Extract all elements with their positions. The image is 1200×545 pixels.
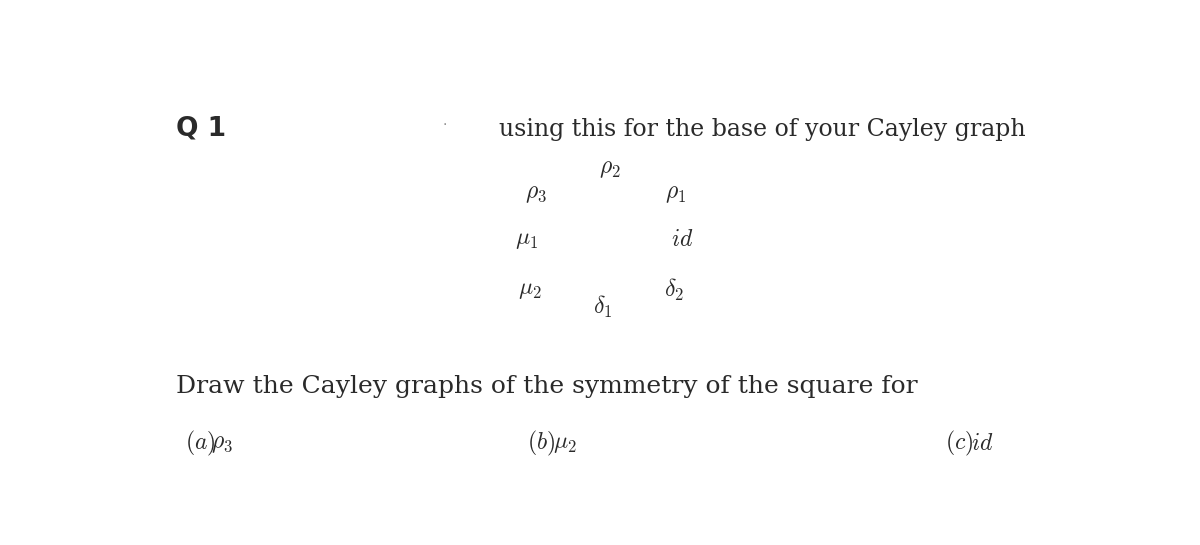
Text: ·: · bbox=[443, 118, 448, 132]
Text: $\delta_1$: $\delta_1$ bbox=[593, 294, 613, 320]
Text: $(c)$: $(c)$ bbox=[946, 428, 973, 458]
Text: $id$: $id$ bbox=[971, 432, 994, 455]
Text: $\delta_2$: $\delta_2$ bbox=[664, 277, 684, 303]
Text: $\rho_3$: $\rho_3$ bbox=[211, 432, 233, 455]
Text: $(a)$: $(a)$ bbox=[185, 428, 216, 458]
Text: $\rho_2$: $\rho_2$ bbox=[600, 157, 622, 180]
Text: Q 1: Q 1 bbox=[176, 116, 226, 142]
Text: $\mu_1$: $\mu_1$ bbox=[515, 228, 539, 251]
Text: $id$: $id$ bbox=[671, 228, 694, 251]
Text: $\mu_2$: $\mu_2$ bbox=[517, 278, 541, 301]
Text: $(b)$: $(b)$ bbox=[527, 428, 554, 458]
Text: $\rho_1$: $\rho_1$ bbox=[665, 182, 686, 205]
Text: $\mu_2$: $\mu_2$ bbox=[553, 432, 576, 455]
Text: $\rho_3$: $\rho_3$ bbox=[526, 182, 547, 205]
Text: using this for the base of your Cayley graph: using this for the base of your Cayley g… bbox=[499, 118, 1025, 141]
Text: Draw the Cayley graphs of the symmetry of the square for: Draw the Cayley graphs of the symmetry o… bbox=[176, 375, 918, 398]
